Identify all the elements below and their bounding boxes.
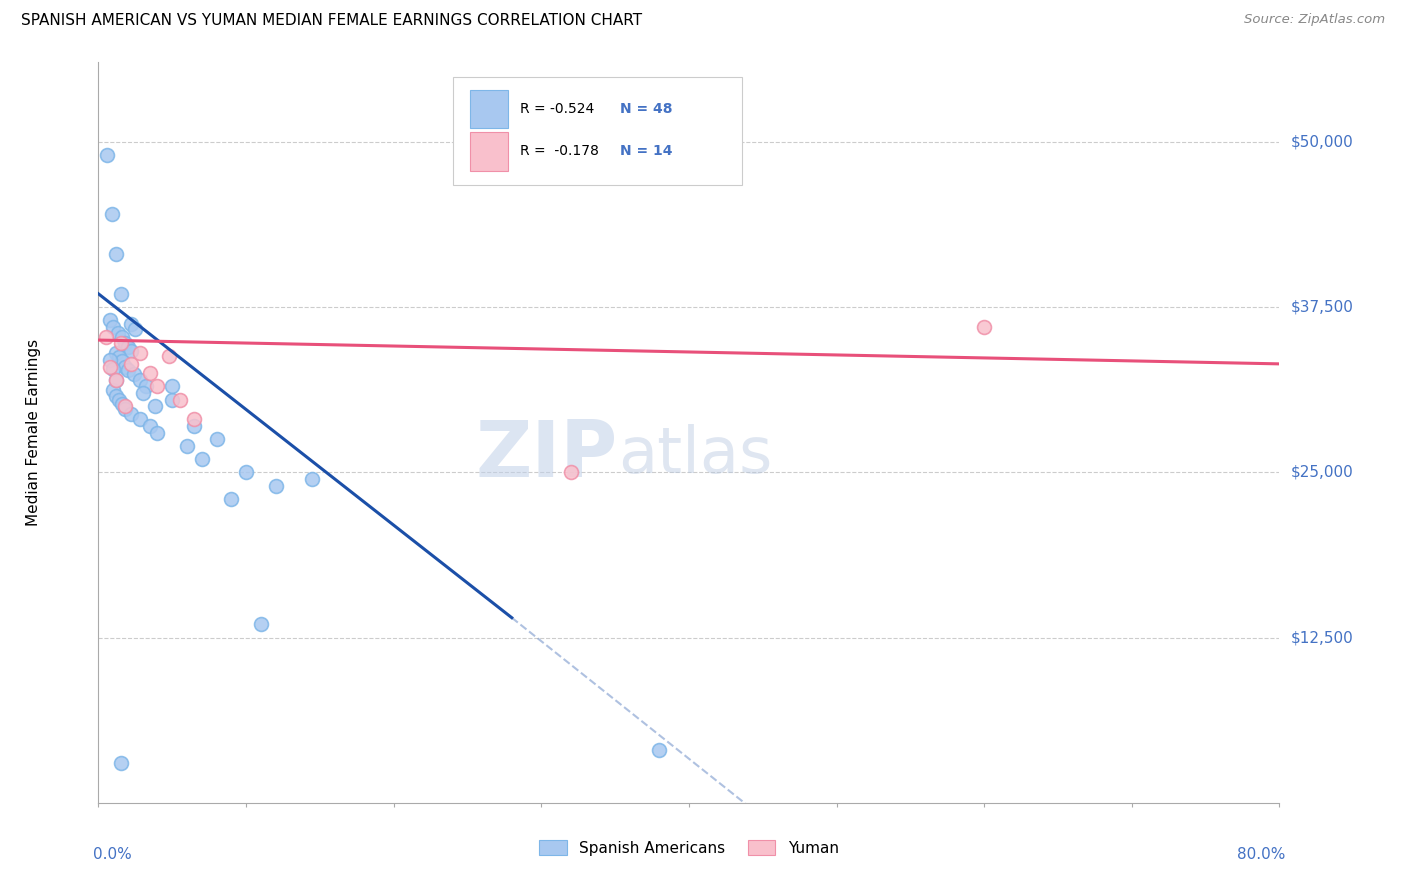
Point — [139, 366, 162, 380]
Point — [114, 335, 136, 350]
Point — [264, 478, 287, 492]
Point — [973, 319, 995, 334]
Point — [117, 363, 139, 377]
Point — [103, 319, 125, 334]
Point — [122, 368, 145, 382]
Point — [110, 335, 132, 350]
Point — [169, 392, 191, 407]
Point — [103, 384, 125, 398]
Point — [103, 362, 125, 376]
Point — [120, 407, 142, 421]
Text: 80.0%: 80.0% — [1237, 847, 1285, 863]
Point — [120, 317, 142, 331]
Point — [117, 340, 139, 354]
Point — [111, 354, 134, 368]
Text: atlas: atlas — [619, 424, 772, 486]
Point — [648, 743, 671, 757]
Point — [111, 330, 134, 344]
Text: $12,500: $12,500 — [1291, 630, 1354, 645]
Point — [100, 207, 122, 221]
Text: Median Female Earnings: Median Female Earnings — [25, 339, 41, 526]
Text: Source: ZipAtlas.com: Source: ZipAtlas.com — [1244, 13, 1385, 27]
Legend: Spanish Americans, Yuman: Spanish Americans, Yuman — [533, 834, 845, 862]
Point — [146, 379, 169, 393]
Point — [114, 399, 136, 413]
Text: R = -0.524: R = -0.524 — [520, 102, 595, 116]
Point — [98, 352, 121, 367]
Text: 0.0%: 0.0% — [93, 847, 131, 863]
Point — [157, 349, 180, 363]
Point — [107, 326, 129, 341]
Text: N = 48: N = 48 — [620, 102, 673, 116]
Point — [98, 313, 121, 327]
Point — [139, 419, 162, 434]
Point — [96, 148, 118, 162]
Point — [250, 617, 273, 632]
Text: $50,000: $50,000 — [1291, 135, 1354, 149]
Point — [183, 412, 205, 426]
Point — [120, 357, 142, 371]
Point — [128, 373, 150, 387]
Point — [176, 439, 198, 453]
Point — [191, 452, 214, 467]
Point — [162, 379, 183, 393]
Point — [105, 247, 128, 261]
Point — [114, 359, 136, 374]
Point — [183, 419, 205, 434]
Text: ZIP: ZIP — [475, 417, 619, 493]
Point — [221, 491, 243, 506]
Point — [205, 432, 228, 446]
Point — [110, 756, 132, 771]
Point — [162, 392, 183, 407]
Point — [114, 401, 136, 416]
Point — [146, 425, 169, 440]
Point — [105, 346, 128, 360]
Point — [111, 396, 134, 410]
Text: R =  -0.178: R = -0.178 — [520, 145, 599, 158]
Point — [135, 379, 157, 393]
Point — [108, 351, 131, 365]
FancyBboxPatch shape — [471, 132, 508, 170]
Point — [108, 392, 131, 407]
Text: SPANISH AMERICAN VS YUMAN MEDIAN FEMALE EARNINGS CORRELATION CHART: SPANISH AMERICAN VS YUMAN MEDIAN FEMALE … — [21, 13, 643, 29]
FancyBboxPatch shape — [453, 78, 742, 185]
Text: N = 14: N = 14 — [620, 145, 673, 158]
Text: $37,500: $37,500 — [1291, 300, 1354, 315]
Point — [98, 359, 121, 374]
FancyBboxPatch shape — [471, 90, 508, 128]
Point — [143, 399, 166, 413]
Point — [110, 286, 132, 301]
Point — [120, 343, 142, 358]
Point — [128, 412, 150, 426]
Point — [105, 388, 128, 402]
Point — [560, 465, 582, 479]
Point — [105, 373, 128, 387]
Point — [124, 322, 146, 336]
Point — [105, 373, 128, 387]
Point — [128, 346, 150, 360]
Point — [132, 386, 155, 401]
Point — [235, 465, 257, 479]
Text: $25,000: $25,000 — [1291, 465, 1354, 480]
Point — [94, 330, 117, 344]
Point — [301, 472, 323, 486]
